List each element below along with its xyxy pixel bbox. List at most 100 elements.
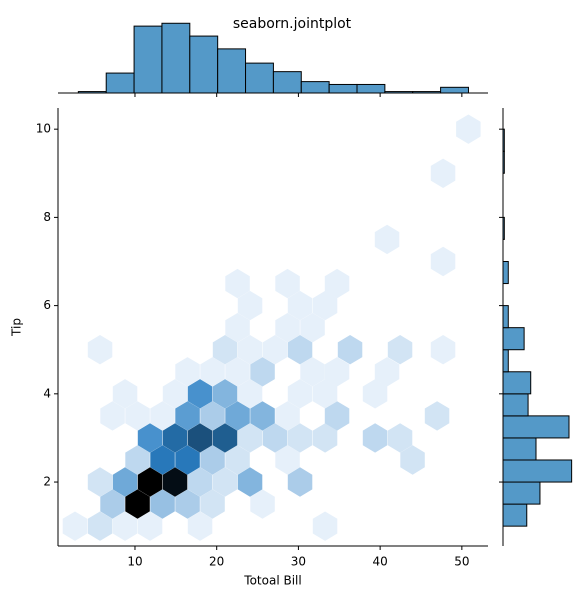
hexbin-cell bbox=[225, 445, 250, 475]
hexbin-cell bbox=[362, 423, 388, 453]
hexbin-cell bbox=[225, 268, 250, 299]
histogram-bar bbox=[300, 81, 330, 94]
hexbin-cell bbox=[150, 445, 175, 475]
hexbin-cell bbox=[212, 423, 238, 453]
hexbin-cell bbox=[212, 379, 238, 409]
y-axis-label: Tip bbox=[10, 318, 24, 337]
hexbin-cell bbox=[237, 467, 263, 497]
hexbin-cell bbox=[112, 511, 138, 541]
hexbin-cell bbox=[424, 401, 450, 431]
hexbin-cell bbox=[175, 357, 200, 387]
hexbin-cell bbox=[225, 401, 250, 431]
hexbin-cell bbox=[275, 313, 300, 343]
y-tick-label: 2 bbox=[43, 475, 51, 489]
hexbin-cell bbox=[275, 268, 300, 299]
hexbin-cell bbox=[300, 313, 325, 343]
chart-title: seaborn.jointplot bbox=[233, 16, 352, 32]
hexbin-cell bbox=[287, 467, 313, 497]
hexbin-cell bbox=[430, 246, 456, 277]
histogram-bar bbox=[272, 71, 302, 94]
hexbin-cell bbox=[456, 114, 481, 144]
histogram-bar bbox=[502, 503, 528, 527]
histogram-bar bbox=[502, 437, 537, 461]
histogram-bar bbox=[217, 48, 247, 94]
hexbin-cell bbox=[187, 379, 213, 409]
hexbin-cell bbox=[275, 445, 300, 475]
histogram-bar bbox=[502, 393, 529, 417]
hexbin-cell bbox=[225, 357, 250, 387]
hexbin-cell bbox=[250, 401, 275, 431]
hexbin-cell bbox=[162, 467, 188, 497]
hexbin-cell bbox=[324, 401, 350, 431]
histogram-bar bbox=[502, 481, 541, 505]
hexbin-cell bbox=[337, 335, 363, 365]
hexbin-cell bbox=[212, 335, 238, 365]
hexbin-cell bbox=[100, 489, 125, 519]
hexbin-cell bbox=[62, 511, 88, 541]
histogram-bar bbox=[502, 415, 570, 439]
hexbin-cell bbox=[262, 335, 288, 365]
hexbin-cell bbox=[125, 445, 150, 475]
hexbin-cell bbox=[150, 401, 175, 431]
hexbin-cell bbox=[175, 489, 200, 519]
hexbin-cell bbox=[125, 489, 150, 519]
hexbin-cell bbox=[250, 489, 275, 519]
hexbin-cell bbox=[250, 357, 275, 387]
hexbin-cell bbox=[287, 290, 313, 321]
histogram-bar bbox=[502, 305, 509, 329]
hexbin-cell bbox=[362, 379, 388, 409]
x-tick-label: 10 bbox=[127, 555, 142, 569]
hexbin-cell bbox=[87, 335, 113, 365]
hexbin-cell bbox=[200, 489, 225, 519]
hexbin-cell bbox=[137, 511, 163, 541]
hexbin-cell bbox=[374, 224, 400, 255]
histogram-bar bbox=[245, 62, 274, 94]
hexbin-cell bbox=[162, 379, 188, 409]
hexbin-cell bbox=[225, 313, 250, 343]
x-tick-label: 20 bbox=[209, 555, 224, 569]
hexbin-cell bbox=[187, 423, 213, 453]
hexbin-cell bbox=[430, 158, 456, 188]
hexbin-cell bbox=[312, 379, 338, 409]
hexbin-cell bbox=[287, 423, 313, 453]
histogram-bar bbox=[502, 327, 525, 351]
histogram-bar bbox=[502, 349, 509, 373]
hexbin-cell bbox=[324, 268, 350, 299]
hexbin-cell bbox=[187, 467, 213, 497]
hexbin-cell bbox=[100, 401, 125, 431]
x-tick-label: 30 bbox=[291, 555, 306, 569]
histogram-bar bbox=[440, 86, 469, 94]
x-tick-label: 50 bbox=[454, 555, 469, 569]
hexbin-cell bbox=[200, 357, 225, 387]
hexbin-cell bbox=[262, 423, 288, 453]
hexbin-cell bbox=[200, 401, 225, 431]
hexbin-cell bbox=[324, 357, 350, 387]
hexbin-cell bbox=[430, 335, 456, 365]
histogram-bar bbox=[105, 72, 135, 94]
hexbin-cell bbox=[237, 290, 263, 321]
hexbin-cell bbox=[275, 401, 300, 431]
histogram-bar bbox=[502, 260, 509, 285]
hexbin-cell bbox=[87, 467, 113, 497]
hexbin-cell bbox=[125, 401, 150, 431]
hexbin-cell bbox=[287, 379, 313, 409]
hexbin-cell bbox=[237, 423, 263, 453]
hexbin-cell bbox=[212, 467, 238, 497]
hexbin-cell bbox=[175, 445, 200, 475]
histogram-bar bbox=[161, 22, 191, 94]
y-tick-label: 4 bbox=[43, 386, 51, 400]
hexbin-cell bbox=[112, 467, 138, 497]
hexbin-cell bbox=[400, 445, 425, 475]
histogram-bar bbox=[328, 83, 358, 94]
hexbin-cell bbox=[187, 511, 213, 541]
hexbin-cell bbox=[237, 335, 263, 365]
hexbin-cell bbox=[287, 335, 313, 365]
hexbin-cell bbox=[87, 511, 113, 541]
histogram-bar bbox=[502, 371, 532, 395]
hexbin-cell bbox=[312, 290, 338, 321]
hexbin-cell bbox=[312, 423, 338, 453]
hexbin-cell bbox=[162, 423, 188, 453]
hexbin-cell bbox=[374, 357, 400, 387]
